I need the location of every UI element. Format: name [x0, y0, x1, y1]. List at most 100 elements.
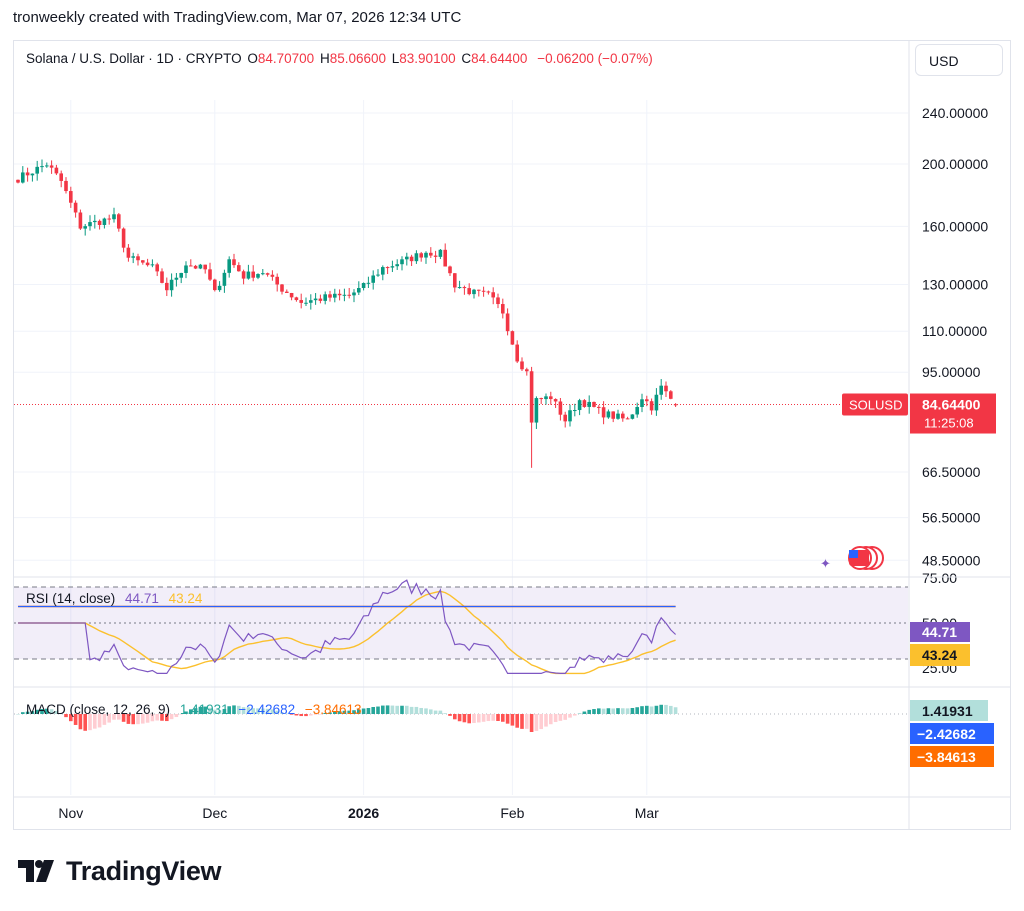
rsi-value-badge-text: 44.71 [922, 624, 957, 640]
close-label: C [461, 51, 472, 66]
candle [486, 290, 491, 295]
candle [251, 265, 255, 282]
candle-body [385, 267, 390, 269]
rsi-legend: RSI (14, close) 44.71 43.24 [26, 591, 202, 606]
tradingview-logo[interactable]: TradingView [18, 855, 222, 887]
rsi-ma-value-badge [910, 644, 970, 666]
candle [261, 269, 265, 276]
price-axis-tick: 95.00000 [922, 364, 981, 380]
candle [222, 269, 227, 293]
candle [174, 272, 179, 287]
macd-hist-bar [491, 714, 495, 721]
candle [409, 254, 414, 267]
candle-body [30, 173, 35, 176]
candle [505, 308, 510, 336]
macd-hist-bar [261, 708, 265, 714]
candle-body [366, 282, 371, 284]
candle-body [246, 271, 251, 279]
candle [49, 160, 54, 174]
candle-body [606, 411, 611, 418]
candle [121, 227, 126, 253]
macd-hist-bar [285, 713, 289, 715]
macd-hist-bar [419, 707, 423, 714]
signal-value-badge [910, 746, 994, 767]
macd-hist-bar [160, 714, 164, 721]
macd-hist-bar [198, 706, 203, 714]
candle [256, 273, 260, 280]
candle [625, 416, 630, 420]
candle-body [333, 293, 337, 298]
candle-body [669, 391, 673, 399]
macd-hist-bar [141, 714, 145, 724]
macd-hist-bar [352, 710, 356, 714]
candle [501, 298, 505, 319]
macd-hist-bar [275, 710, 279, 714]
price-axis-tick: 110.00000 [922, 323, 987, 339]
candle [438, 249, 443, 260]
macd-hist-bar [654, 705, 659, 714]
us-flag-canton [849, 550, 858, 558]
candle [141, 260, 145, 265]
candle-body [88, 222, 92, 227]
time-axis-tick: Nov [58, 805, 83, 821]
candle-body [261, 273, 265, 275]
macd-hist-bar [165, 714, 169, 722]
candle-body [390, 266, 395, 268]
macd-hist-bar [246, 707, 251, 714]
candle-body [49, 165, 54, 168]
candle [241, 269, 246, 285]
candle-body [501, 304, 505, 314]
candle [169, 273, 174, 297]
candle-body [323, 294, 327, 301]
macd-hist-bar [582, 711, 587, 714]
candle [429, 247, 433, 258]
rsi-legend-value: 44.71 [125, 591, 159, 606]
macd-hist-bar [390, 705, 395, 714]
candle [54, 164, 59, 176]
macd-hist-bar [385, 705, 390, 714]
macd-hist-bar [304, 714, 308, 717]
candle [73, 200, 78, 218]
symbol-badge-label: SOLUSD [849, 398, 902, 413]
rsi-line [18, 579, 677, 674]
macd-histogram [16, 704, 678, 732]
macd-hist-bar [520, 714, 524, 729]
price-axis-tick: 130.00000 [922, 276, 988, 292]
candle-body [549, 396, 553, 400]
candle-body [342, 294, 347, 296]
candle-body [515, 344, 519, 362]
candle [83, 224, 87, 236]
currency-button[interactable]: USD [915, 44, 1003, 76]
chart-frame [13, 40, 1011, 830]
sparkle-icon: ✦ [820, 557, 831, 572]
candle [318, 294, 323, 304]
candle [577, 398, 582, 416]
candle [630, 414, 635, 420]
candle [525, 367, 529, 376]
macd-hist-bar [429, 709, 433, 714]
macd-hist-bar [184, 711, 188, 714]
macd-hist-bar [97, 714, 102, 728]
candle [491, 287, 495, 305]
macd-hist-bar [577, 712, 582, 714]
candle-body [558, 401, 563, 415]
time-axis-tick: 2026 [348, 805, 379, 821]
candle-body [289, 292, 294, 298]
candle-body [285, 291, 289, 293]
candle [165, 277, 169, 297]
macd-hist-bar [112, 714, 116, 720]
macd-hist-bar [597, 708, 601, 714]
high-label: H [319, 51, 330, 66]
candle-body [265, 273, 270, 275]
candle-body [659, 385, 663, 395]
tradingview-logo-icon [18, 860, 54, 882]
macd-hist-bar [481, 714, 486, 722]
macd-hist-bar [405, 705, 409, 714]
candle-body [222, 272, 227, 286]
change-value: −0.06200 (−0.07%) [537, 51, 653, 66]
candle-body [486, 291, 491, 293]
candle-body [491, 292, 495, 298]
candle-body [45, 165, 49, 167]
candle [673, 403, 678, 407]
